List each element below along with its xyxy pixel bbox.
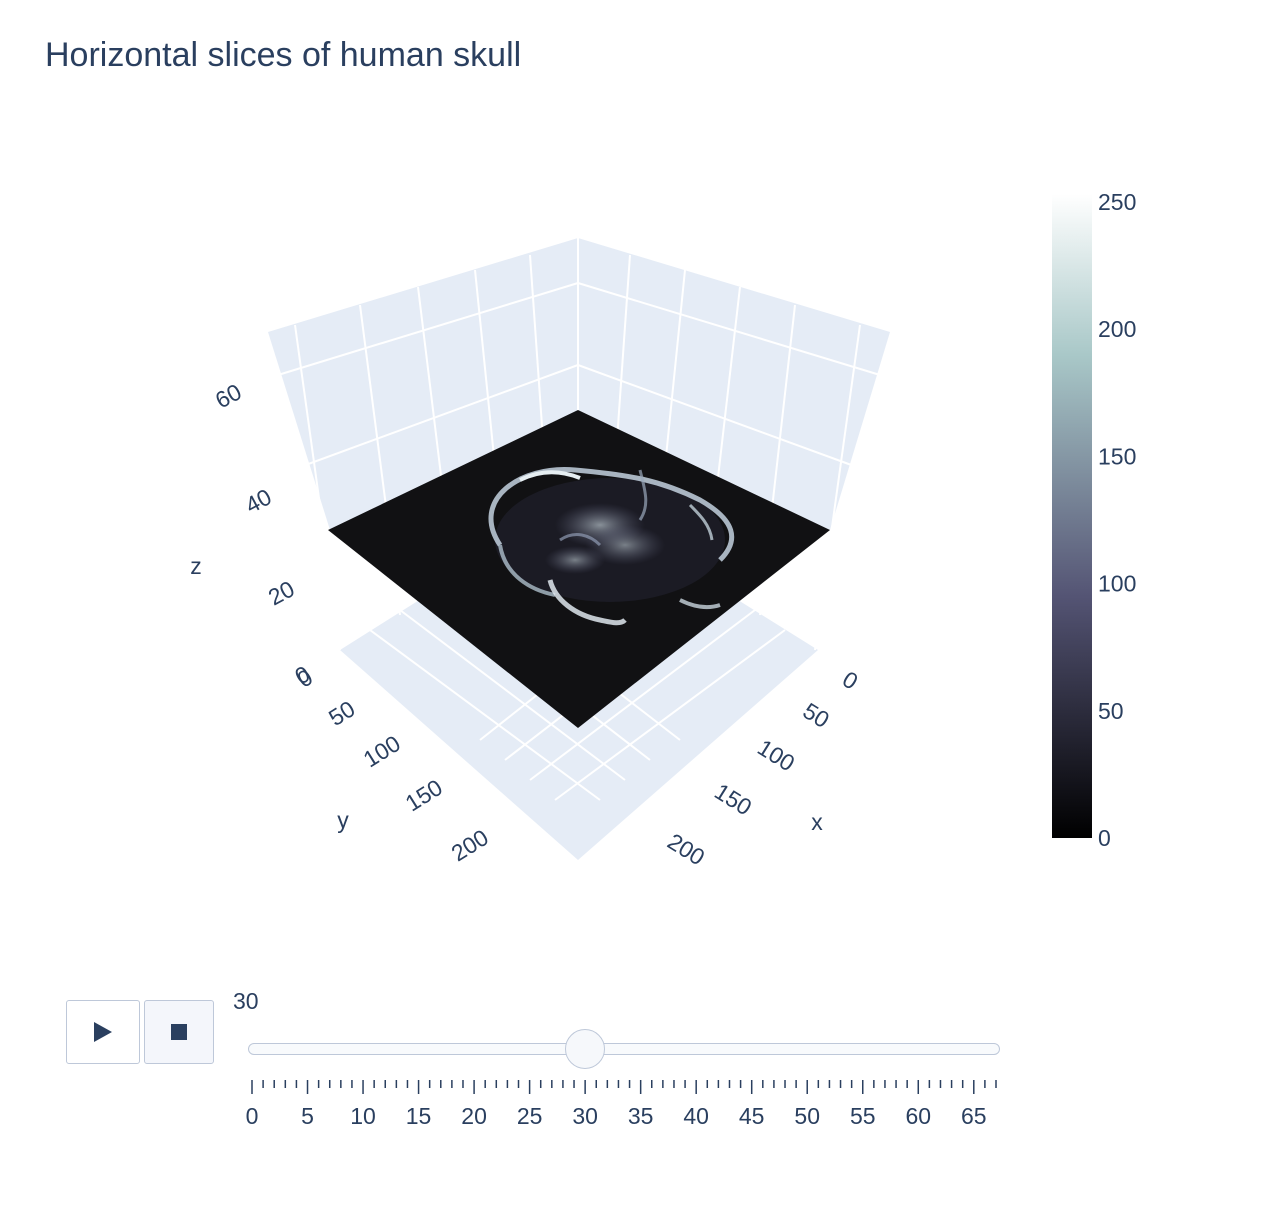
- colorbar-tick: 50: [1098, 698, 1124, 724]
- play-button[interactable]: [66, 1000, 140, 1064]
- slider-tick-label: 60: [905, 1103, 931, 1129]
- slider-tick-label: 55: [850, 1103, 876, 1129]
- slider-tick-label: 65: [961, 1103, 987, 1129]
- slider-current-value: 30: [233, 988, 259, 1014]
- skull-slice-image: [488, 467, 735, 626]
- z-axis-tick: 20: [264, 575, 299, 610]
- y-axis-tick: 200: [447, 824, 493, 866]
- x-axis-tick: 0: [838, 666, 863, 695]
- slider-tick-label: 30: [572, 1103, 598, 1129]
- y-axis-tick: 100: [359, 730, 405, 772]
- chart-title: Horizontal slices of human skull: [45, 36, 522, 74]
- y-axis-label: y: [337, 807, 349, 833]
- y-axis-tick: 50: [324, 695, 359, 731]
- slider-tick-label: 35: [628, 1103, 654, 1129]
- play-icon: [94, 1022, 112, 1042]
- slider-rail[interactable]: [248, 1043, 1000, 1055]
- x-axis-tick: 100: [753, 734, 799, 776]
- slider-ticks: 0 5 10 15 20 25 30 35 40 45 50 55 60 65: [246, 1080, 997, 1129]
- slider-tick-label: 20: [461, 1103, 487, 1129]
- slider-tick-label: 0: [246, 1103, 259, 1129]
- colorbar-tick: 200: [1098, 316, 1136, 342]
- slider-tick-label: 50: [794, 1103, 820, 1129]
- slider-tick-label: 15: [406, 1103, 432, 1129]
- stop-button[interactable]: [144, 1000, 214, 1064]
- colorbar-tick: 0: [1098, 825, 1111, 851]
- stop-icon: [171, 1024, 187, 1040]
- z-axis-tick: 0: [290, 660, 314, 689]
- z-axis-tick: 60: [211, 378, 246, 413]
- slider-tick-label: 25: [517, 1103, 543, 1129]
- colorbar-tick: 150: [1098, 443, 1136, 469]
- slider-tick-label: 5: [301, 1103, 314, 1129]
- slider-tick-label: 10: [350, 1103, 376, 1129]
- slider-tick-label: 45: [739, 1103, 765, 1129]
- colorbar-tick: 100: [1098, 571, 1136, 597]
- x-axis-label: x: [811, 809, 823, 835]
- y-axis-tick: 150: [401, 774, 447, 816]
- z-axis-label: z: [190, 553, 202, 579]
- slider-tick-label: 40: [683, 1103, 709, 1129]
- z-axis-tick: 40: [241, 483, 276, 518]
- colorbar: [1052, 194, 1092, 838]
- slider-handle[interactable]: [565, 1029, 606, 1069]
- colorbar-tick: 250: [1098, 189, 1136, 215]
- x-axis-tick: 50: [798, 697, 833, 733]
- x-axis-tick: 200: [663, 828, 709, 870]
- back-wall-right: [578, 238, 890, 530]
- x-axis-tick: 150: [710, 778, 756, 820]
- back-wall-left: [268, 238, 578, 530]
